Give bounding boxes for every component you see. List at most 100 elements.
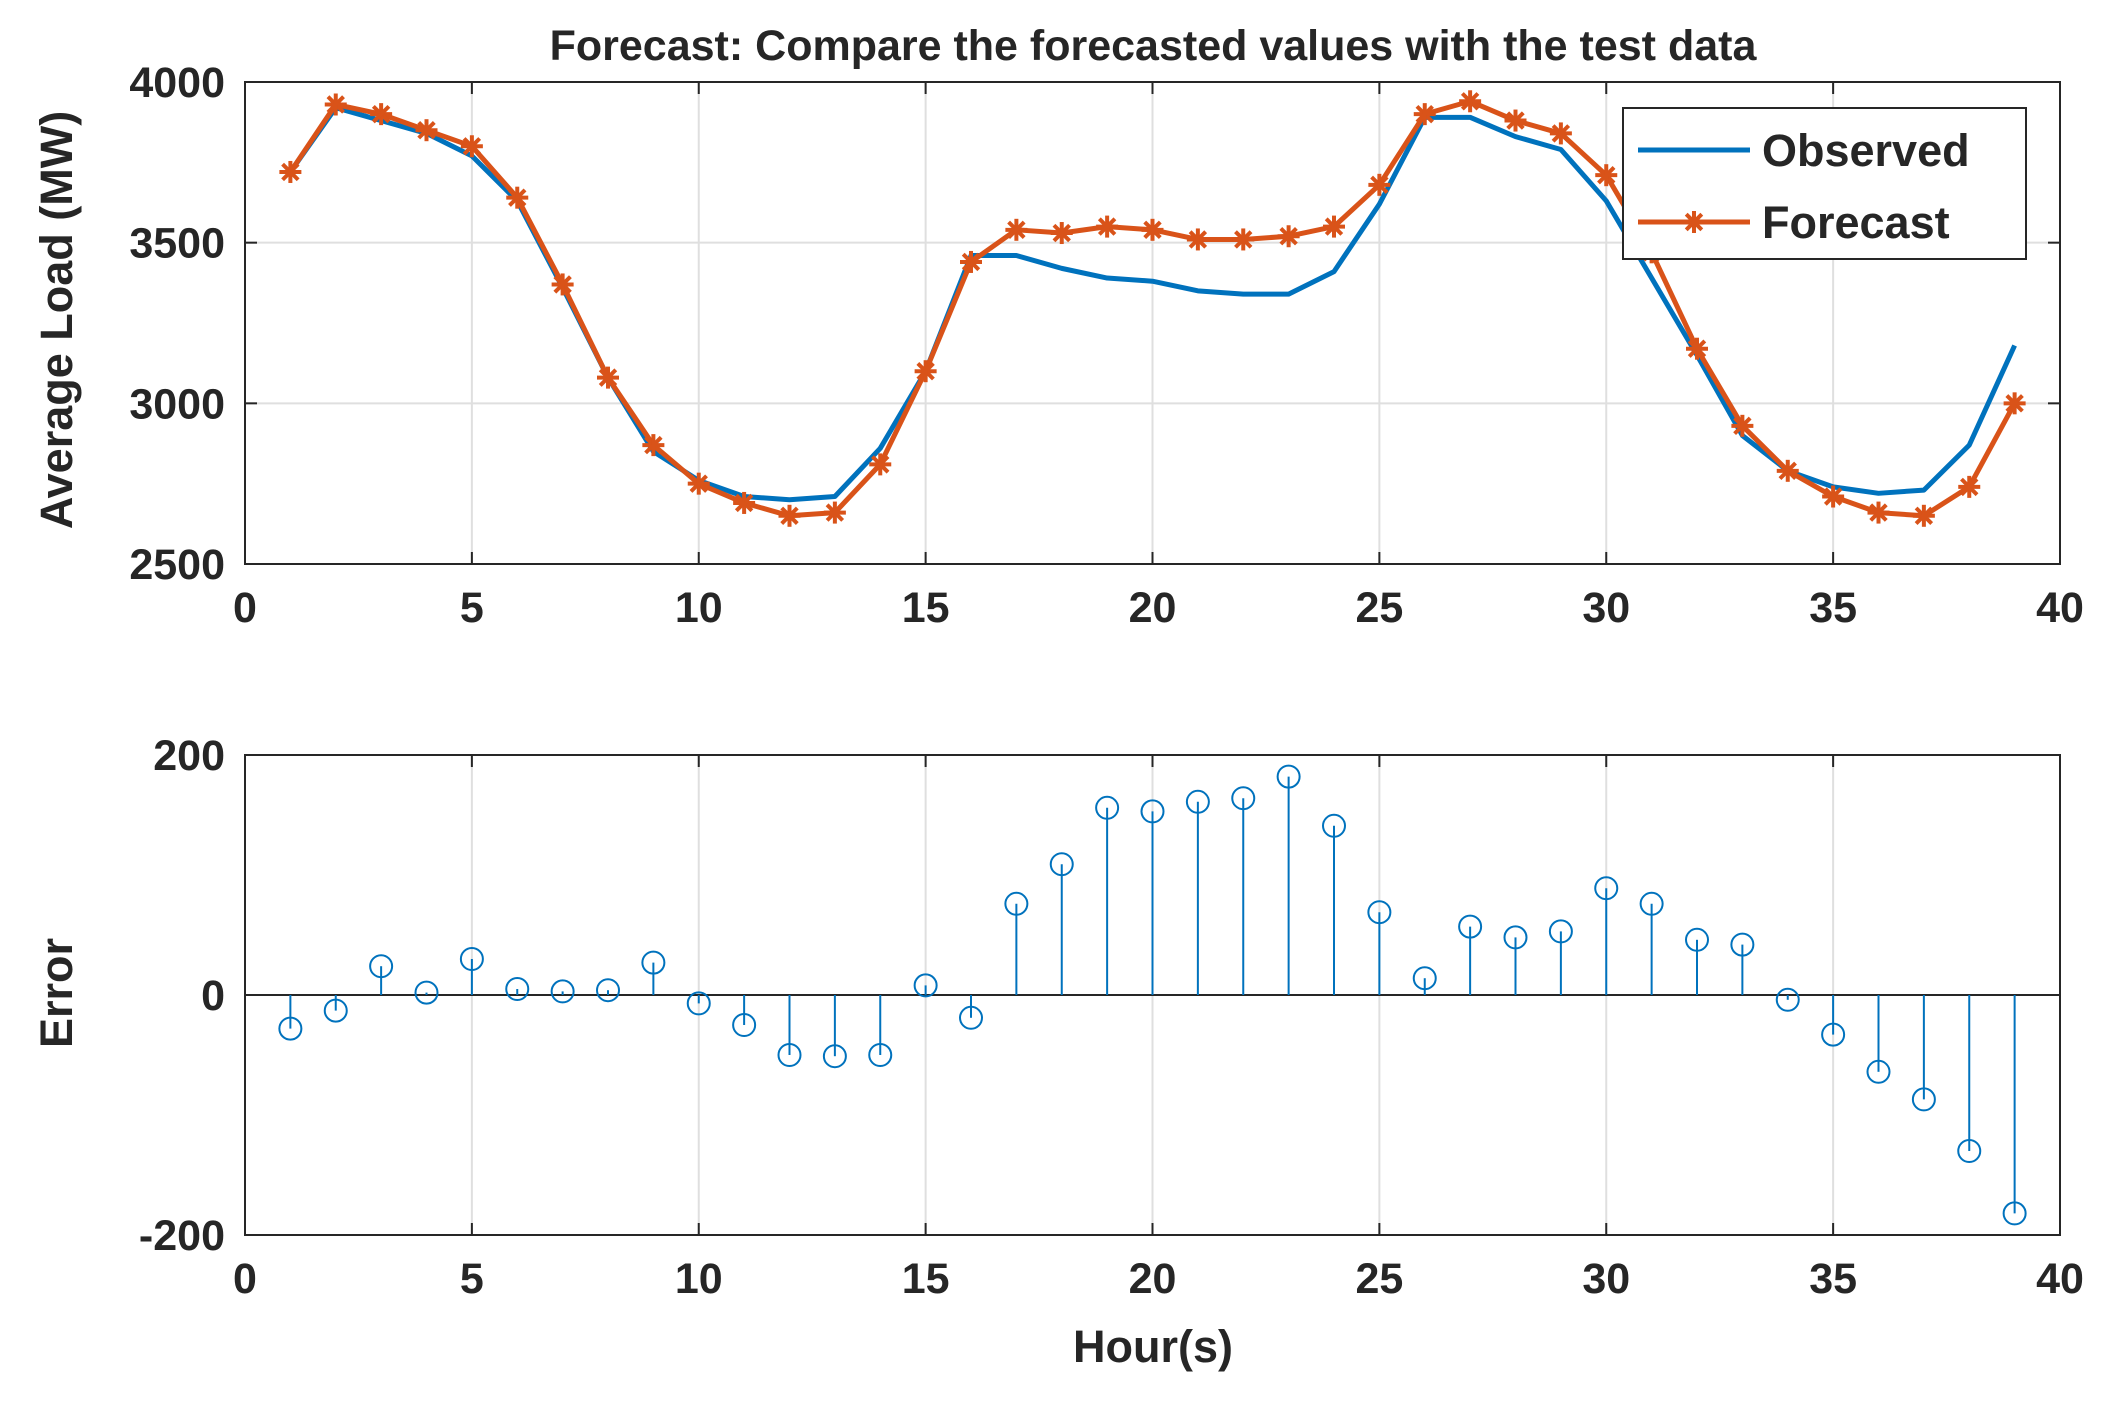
error-point [959, 1005, 983, 1030]
forecast-point-stroke [1097, 217, 1117, 236]
x-tick-label: 20 [1129, 1255, 1177, 1303]
forecast-point-stroke [326, 95, 345, 114]
x-tick-label: 30 [1582, 1255, 1630, 1303]
error-point [1231, 786, 1256, 811]
error-point [913, 973, 938, 998]
forecast-point [1459, 90, 1482, 113]
forecast-point-stroke [1733, 416, 1752, 436]
forecast-point [597, 366, 619, 389]
forecast-point-stroke [1370, 175, 1389, 195]
forecast-point-stroke [1052, 223, 1071, 243]
forecast-point [1096, 215, 1119, 238]
forecast-point-stroke [644, 435, 663, 455]
forecast-point-stroke [871, 455, 890, 474]
bottom-axes-stems [245, 764, 2060, 1226]
forecast-point-stroke [553, 275, 572, 294]
error-point [2002, 1201, 2027, 1226]
error-point [1185, 789, 1210, 814]
top-y-axis-label: Average Load (MW) [31, 111, 82, 529]
error-point [686, 991, 711, 1016]
error-point [1276, 764, 1301, 789]
error-point [1049, 852, 1074, 877]
forecast-point [1277, 225, 1300, 248]
error-point [1503, 925, 1528, 950]
forecast-point-stroke [1460, 92, 1480, 111]
forecast-point-stroke [1279, 227, 1298, 246]
forecast-point-stroke [825, 503, 845, 522]
x-tick-label: 35 [1809, 1255, 1857, 1303]
legend-box [1622, 107, 2027, 260]
error-point [1594, 876, 1619, 901]
error-point [1685, 927, 1709, 952]
x-tick-label: 25 [1355, 1255, 1403, 1303]
forecast-point-stroke [1324, 217, 1344, 236]
forecast-point [1186, 228, 1209, 251]
error-point [641, 950, 666, 975]
forecast-point-stroke [281, 162, 300, 182]
legend-forecast-asterisk [1683, 211, 1705, 233]
forecast-point [1549, 122, 1572, 145]
forecast-point [279, 160, 302, 183]
error-point [505, 977, 530, 1001]
x-tick-label: 35 [1809, 584, 1857, 632]
error-point [1004, 891, 1029, 916]
error-point [1412, 966, 1437, 991]
error-point [1821, 1022, 1846, 1047]
error-point [414, 980, 439, 1005]
x-tick-label: 0 [233, 584, 257, 632]
y-tick-label: -200 [139, 1212, 225, 1260]
forecast-point [960, 250, 982, 273]
x-tick-label: 20 [1129, 584, 1177, 632]
forecast-point-stroke [1597, 165, 1616, 185]
x-tick-label: 25 [1355, 584, 1403, 632]
forecast-point-stroke [1188, 230, 1208, 249]
error-point [732, 1013, 757, 1037]
x-tick-label: 10 [675, 584, 723, 632]
bottom-axes-box [244, 754, 2061, 1236]
forecast-point-stroke [1007, 220, 1026, 240]
forecast-point [324, 93, 347, 116]
error-point [868, 1043, 893, 1067]
forecast-point-stroke [689, 474, 708, 493]
x-tick-label: 15 [902, 1255, 950, 1303]
x-tick-label: 5 [460, 584, 484, 632]
x-tick-label: 5 [460, 1255, 484, 1303]
legend-forecast-asterisk-stroke [1684, 212, 1704, 232]
error-point [323, 998, 348, 1023]
forecast-point-stroke [1960, 477, 1979, 497]
x-tick-label: 30 [1582, 584, 1630, 632]
bottom-x-axis-label: Hour(s) [1073, 1321, 1233, 1372]
error-point [822, 1044, 847, 1069]
x-tick-label: 15 [902, 584, 950, 632]
forecast-point-stroke [1143, 220, 1162, 240]
y-tick-label: 0 [201, 972, 225, 1020]
forecast-point [1504, 109, 1527, 132]
forecast-point-stroke [1778, 461, 1797, 481]
forecast-point [1368, 173, 1391, 196]
forecast-point-stroke [916, 362, 935, 381]
forecast-point-stroke [598, 368, 618, 387]
legend-forecast-label: Forecast [1762, 197, 1950, 248]
y-tick-label: 2500 [129, 541, 225, 589]
y-tick-label: 4000 [129, 59, 225, 107]
forecast-point [1141, 218, 1164, 241]
forecast-point-stroke [2005, 394, 2024, 413]
error-point [1140, 799, 1165, 824]
x-tick-label: 0 [233, 1255, 257, 1303]
forecast-point-stroke [508, 188, 527, 207]
forecast-point-stroke [1415, 104, 1434, 124]
forecast-point-stroke [734, 493, 754, 513]
forecast-point-stroke [1914, 506, 1934, 525]
forecast-point-stroke [1869, 503, 1888, 522]
forecast-point [914, 360, 937, 383]
forecast-point [1912, 504, 1935, 527]
error-point [596, 978, 620, 1003]
error-point [1548, 919, 1573, 944]
top-axes: 0 5 10 15 20 25 30 35 40 2500 3000 3500 4000 Average… [31, 59, 2084, 632]
forecast-point [370, 103, 393, 126]
forecast-point-stroke [961, 252, 981, 272]
forecast-point [1686, 337, 1708, 360]
forecast-point-stroke [462, 137, 482, 156]
